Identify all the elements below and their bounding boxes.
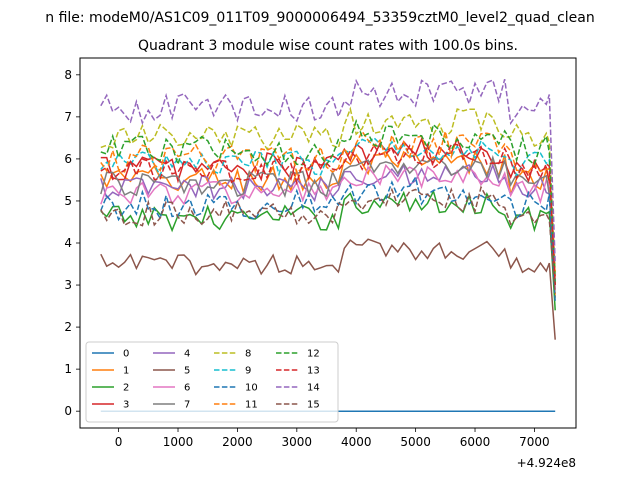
legend-label-6: 6 [184, 383, 190, 394]
y-tick-label: 2 [64, 320, 72, 334]
x-tick-label: 7000 [519, 435, 550, 449]
chart-title: Quadrant 3 module wise count rates with … [138, 38, 518, 54]
y-tick-label: 8 [64, 68, 72, 82]
series-line-13 [100, 142, 556, 286]
y-tick-label: 5 [64, 194, 72, 208]
legend-label-12: 12 [307, 349, 320, 360]
x-offset-label: +4.924e8 [517, 456, 576, 470]
series-line-11 [100, 130, 556, 277]
x-tick-label: 5000 [400, 435, 431, 449]
legend-label-13: 13 [307, 366, 320, 377]
y-tick-label: 4 [64, 236, 72, 250]
legend-label-15: 15 [307, 400, 320, 411]
legend-label-5: 5 [184, 366, 190, 377]
series-line-9 [100, 136, 556, 281]
x-tick-label: 1000 [163, 435, 194, 449]
legend-label-7: 7 [184, 400, 190, 411]
legend-label-2: 2 [123, 383, 129, 394]
series-layer [100, 78, 556, 412]
x-tick-label: 4000 [341, 435, 372, 449]
series-line-2 [100, 189, 556, 311]
y-tick-label: 0 [64, 404, 72, 418]
legend-box [85, 341, 339, 423]
series-line-15 [100, 185, 556, 294]
x-tick-label: 3000 [282, 435, 313, 449]
figure-suptitle: n file: modeM0/AS1C09_011T09_9000006494_… [45, 10, 594, 26]
y-tick-label: 6 [64, 152, 72, 166]
x-tick-label: 2000 [222, 435, 253, 449]
legend-label-1: 1 [123, 366, 129, 377]
legend-label-11: 11 [245, 400, 258, 411]
legend-label-9: 9 [245, 366, 251, 377]
series-line-4 [100, 162, 556, 286]
legend-label-14: 14 [307, 383, 320, 394]
series-line-6 [100, 163, 556, 290]
y-tick-label: 1 [64, 362, 72, 376]
y-tick-label: 7 [64, 110, 72, 124]
legend-label-8: 8 [245, 349, 251, 360]
legend-label-3: 3 [123, 400, 129, 411]
series-line-7 [100, 154, 556, 286]
series-line-14 [100, 78, 556, 265]
y-tick-label: 3 [64, 278, 72, 292]
legend-label-4: 4 [184, 349, 190, 360]
series-line-5 [100, 238, 556, 340]
legend-label-10: 10 [245, 383, 258, 394]
x-tick-label: 0 [115, 435, 123, 449]
legend-label-0: 0 [123, 349, 129, 360]
x-tick-label: 6000 [460, 435, 491, 449]
series-line-12 [100, 118, 556, 286]
